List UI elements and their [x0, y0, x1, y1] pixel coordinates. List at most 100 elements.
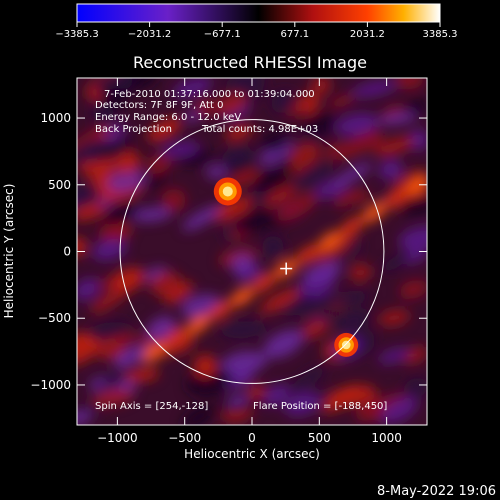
fringe-blob [263, 329, 304, 359]
fringe-blob [98, 372, 127, 390]
fringe-blob [230, 253, 254, 275]
fringe-blob [310, 78, 332, 96]
fringe-blob [142, 342, 167, 363]
colorbar [76, 3, 441, 23]
fringe-blob [147, 172, 168, 190]
fringe-blob [235, 210, 276, 233]
y-tick-label: 500 [48, 178, 71, 192]
fringe-blob [146, 316, 176, 342]
fringe-blob [333, 192, 355, 208]
fringe-blob [194, 98, 215, 117]
fringe-blob [186, 314, 211, 335]
fringe-blob [355, 397, 387, 421]
fringe-blob [262, 235, 284, 259]
fringe-blob [302, 112, 336, 137]
fringe-blob [407, 129, 427, 151]
fringe-blob [399, 279, 427, 299]
fringe-blob [246, 383, 267, 401]
fringe-blob [224, 78, 267, 92]
fringe-blob [259, 288, 300, 314]
fringe-blob [380, 397, 418, 424]
fringe-blob [132, 207, 173, 222]
fringe-blob [296, 244, 321, 265]
source-peak [222, 186, 233, 197]
fringe-blob [92, 104, 115, 128]
fringe-blob [351, 80, 398, 98]
fringe-blob [378, 309, 410, 326]
fringe-blob [181, 150, 215, 167]
fringe-blob [182, 404, 215, 425]
fringe-blob [103, 123, 127, 143]
fringe-blob [173, 78, 213, 98]
fringe-blob [348, 264, 372, 281]
fringe-blob [318, 230, 343, 251]
fringe-blob [225, 124, 253, 141]
fringe-blob [378, 159, 403, 180]
heatmap-pattern [77, 78, 427, 425]
x-tick-label: −500 [168, 431, 201, 445]
fringe-blob [146, 152, 172, 175]
fringe-blob [374, 136, 415, 157]
fringe-blob [406, 174, 427, 195]
y-tick-label: 1000 [40, 111, 71, 125]
fringe-blob [395, 78, 424, 90]
fringe-blob [115, 331, 137, 346]
fringe-blob [261, 131, 289, 153]
spin-axis-label: Spin Axis = [254,-128] [95, 401, 208, 412]
x-tick-label: 0 [248, 431, 256, 445]
colorbar-tick-label: 2031.2 [350, 29, 385, 40]
info-line-detectors: Detectors: 7F 8F 9F, Att 0 [95, 100, 223, 111]
colorbar-tick-label: 3385.3 [423, 29, 458, 40]
fringe-blob [182, 205, 222, 231]
fringe-blob [185, 372, 214, 395]
fringe-blob [277, 192, 319, 221]
fringe-blob [301, 318, 329, 340]
y-tick-label: 0 [63, 245, 71, 259]
fringe-blob [253, 169, 294, 192]
spin-axis-marker [280, 262, 293, 275]
fringe-blob [149, 271, 181, 296]
fringe-blob [164, 328, 189, 349]
fringe-blob [77, 138, 108, 166]
source-peak [341, 340, 351, 350]
fringe-blob [331, 162, 373, 187]
heatmap-sources [213, 177, 359, 357]
colorbar-tick-label: −2031.2 [128, 29, 171, 40]
fringe-blob [230, 286, 255, 307]
fringe-blob [93, 78, 134, 95]
x-tick-label: 500 [308, 431, 331, 445]
fringe-blob [91, 239, 127, 261]
fringe-blob [77, 410, 92, 425]
colorbar-tick-label: −677.1 [204, 29, 241, 40]
fringe-blob [328, 94, 356, 109]
y-tick-label: −1000 [30, 378, 71, 392]
fringe-blob [264, 185, 296, 207]
fringe-blob [335, 316, 372, 331]
x-axis-label: Heliocentric X (arcsec) [184, 447, 320, 461]
fringe-blob [219, 320, 268, 339]
fringe-blob [113, 354, 134, 369]
axis-ticks: −1000 −500 0 500 1000 −1000 −500 0 500 1000 [30, 78, 427, 445]
fringe-blob [331, 309, 369, 328]
fringe-blob [100, 202, 140, 225]
fringe-blob [290, 162, 334, 189]
flare-position-label: Flare Position = [-188,450] [253, 401, 387, 412]
y-tick-label: −500 [38, 311, 71, 325]
fringe-blob [283, 392, 321, 416]
fringe-blob [77, 182, 101, 210]
fringe-blob [378, 112, 417, 125]
fringe-blob [222, 146, 254, 170]
fringe-blob [163, 281, 193, 304]
info-line-energy: Energy Range: 6.0 - 12.0 keV [95, 112, 241, 123]
footer-date: 8-May-2022 19:06 [377, 484, 496, 499]
info-box: 7-Feb-2010 01:37:16.000 to 01:39:04.000 … [95, 89, 387, 412]
fringe-blob [378, 348, 411, 364]
fringe-blob [398, 226, 427, 251]
fringe-blob [362, 202, 387, 223]
fringe-blob [98, 223, 120, 243]
fringe-blob [206, 165, 227, 179]
fringe-blob [208, 300, 233, 321]
chart-title: Reconstructed RHESSI Image [133, 53, 367, 72]
fringe-blob [77, 337, 101, 365]
